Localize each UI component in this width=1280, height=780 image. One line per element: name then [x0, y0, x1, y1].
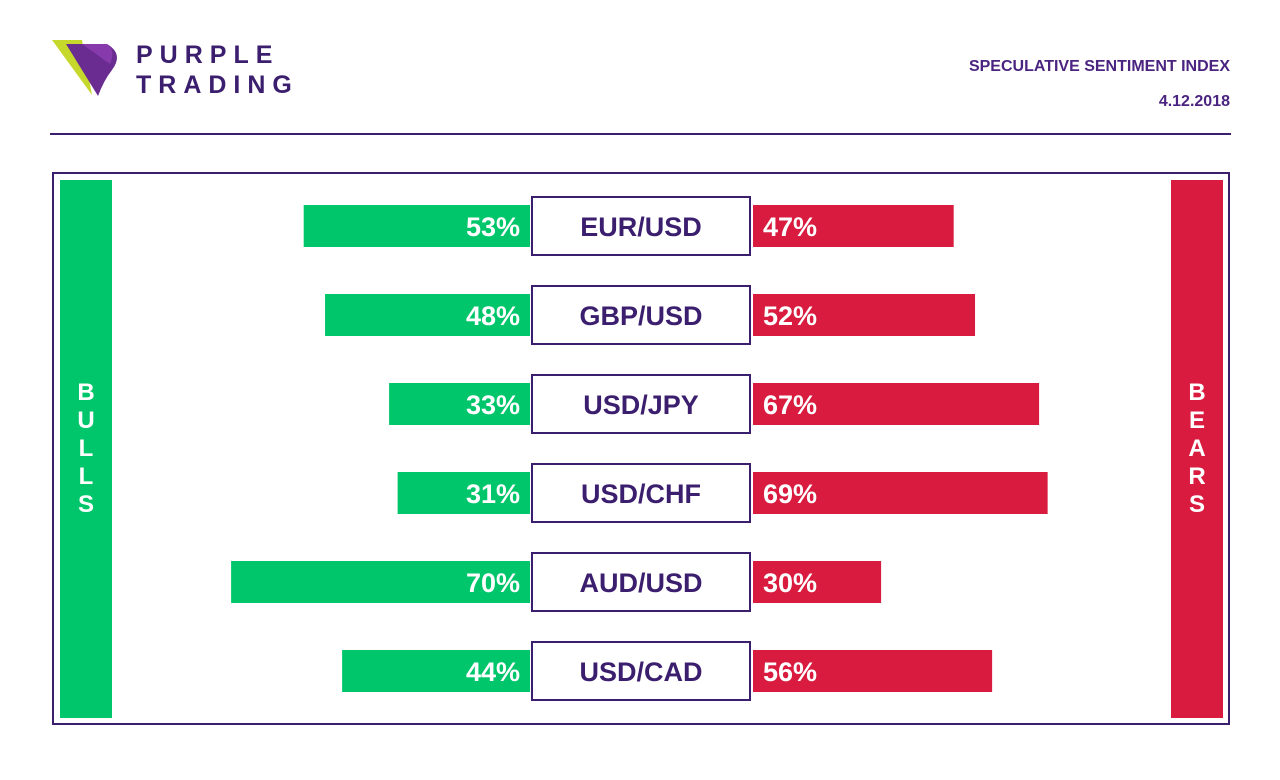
bulls-bar — [389, 383, 530, 425]
bears-bar — [753, 205, 954, 247]
bulls-value-label: 70% — [466, 568, 520, 598]
brand-name: PURPLE TRADING — [136, 40, 299, 100]
report-date: 4.12.2018 — [1158, 93, 1230, 110]
bears-value-label: 52% — [763, 301, 817, 331]
bears-bar — [753, 472, 1048, 514]
pair-label: GBP/USD — [579, 301, 702, 331]
header-divider — [50, 133, 1231, 135]
pair-label-box — [531, 285, 751, 345]
bulls-value-label: 48% — [466, 301, 520, 331]
bears-value-label: 30% — [763, 568, 817, 598]
pair-label-box — [531, 374, 751, 434]
bulls-letter: L — [78, 463, 94, 490]
pair-label-box — [531, 552, 751, 612]
bears-bar — [753, 650, 993, 692]
bulls-bar — [342, 650, 530, 692]
pair-label-box — [531, 641, 751, 701]
bears-bar — [753, 294, 976, 336]
brand-line-2: TRADING — [136, 71, 299, 99]
bears-letter: B — [1188, 379, 1206, 406]
page-title: SPECULATIVE SENTIMENT INDEX — [968, 58, 1230, 75]
bulls-value-label: 33% — [466, 390, 520, 420]
pair-label-box — [531, 463, 751, 523]
bulls-letter: B — [77, 379, 95, 406]
bears-value-label: 47% — [763, 212, 817, 242]
pair-label: USD/CHF — [581, 479, 701, 509]
pair-label: USD/CAD — [579, 657, 702, 687]
bears-letter: S — [1188, 491, 1205, 518]
bulls-bar — [325, 294, 530, 336]
bears-letter: E — [1188, 407, 1205, 434]
pair-label: EUR/USD — [580, 212, 702, 242]
bulls-value-label: 31% — [466, 479, 520, 509]
bears-letter: R — [1188, 463, 1206, 490]
bears-value-label: 67% — [763, 390, 817, 420]
bulls-bar — [303, 205, 530, 247]
bulls-letter: L — [78, 435, 94, 462]
pair-label: AUD/USD — [579, 568, 702, 598]
bears-bar — [753, 561, 882, 603]
chart-frame — [52, 172, 1230, 725]
pair-label: USD/JPY — [583, 390, 699, 420]
bears-bar — [753, 383, 1040, 425]
purple-trading-logo-icon — [52, 40, 117, 96]
brand-line-1: PURPLE — [136, 41, 280, 69]
bulls-letter: U — [77, 407, 95, 434]
bulls-letter: S — [77, 491, 94, 518]
bears-value-label: 56% — [763, 657, 817, 687]
bulls-bar — [397, 472, 530, 514]
bears-letter: A — [1188, 435, 1206, 462]
bulls-value-label: 53% — [466, 212, 520, 242]
bulls-value-label: 44% — [466, 657, 520, 687]
bulls-bar — [231, 561, 530, 603]
bears-value-label: 69% — [763, 479, 817, 509]
pair-label-box — [531, 196, 751, 256]
